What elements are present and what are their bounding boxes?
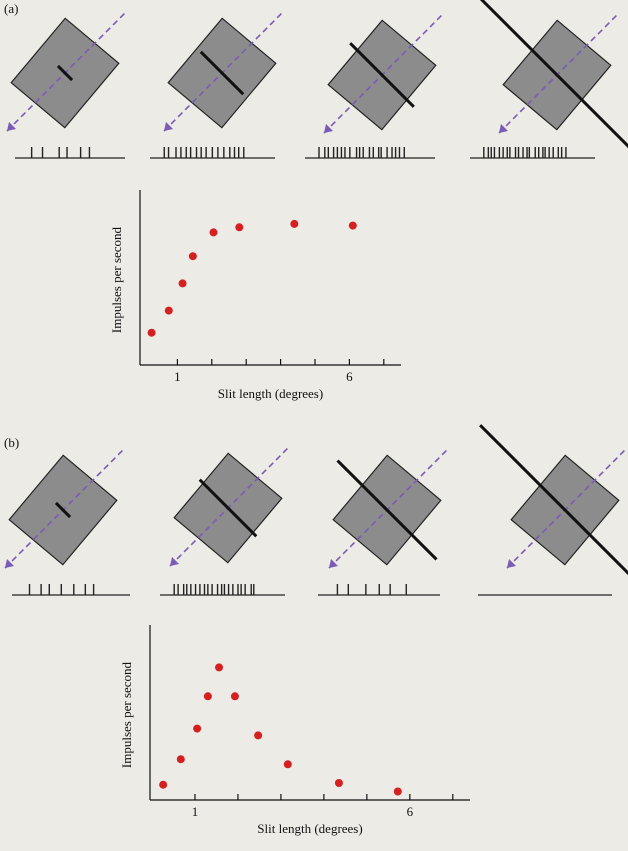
data-point xyxy=(290,220,298,228)
data-point xyxy=(189,252,197,260)
x-tick-label: 1 xyxy=(174,369,181,384)
data-point xyxy=(177,755,185,763)
data-point xyxy=(394,788,402,796)
data-point xyxy=(193,725,201,733)
y-axis-label: Impulses per second xyxy=(119,661,134,768)
y-axis-label: Impulses per second xyxy=(109,226,124,333)
panel-label: (b) xyxy=(4,435,19,450)
data-point xyxy=(349,222,357,230)
x-tick-label: 1 xyxy=(192,804,199,819)
x-axis-label: Slit length (degrees) xyxy=(218,386,323,401)
x-axis-label: Slit length (degrees) xyxy=(257,821,362,836)
x-tick-label: 6 xyxy=(407,804,414,819)
data-point xyxy=(335,779,343,787)
data-point xyxy=(179,279,187,287)
data-point xyxy=(215,663,223,671)
page-background xyxy=(0,0,628,851)
data-point xyxy=(148,329,156,337)
data-point xyxy=(159,781,167,789)
data-point xyxy=(204,692,212,700)
data-point xyxy=(235,223,243,231)
data-point xyxy=(254,731,262,739)
data-point xyxy=(284,760,292,768)
data-point xyxy=(231,692,239,700)
panel-label: (a) xyxy=(4,1,18,16)
data-point xyxy=(210,228,218,236)
x-tick-label: 6 xyxy=(346,369,353,384)
data-point xyxy=(165,307,173,315)
figure: (a) (b) 1 6 Slit length (degrees) Impulses … xyxy=(0,0,628,851)
